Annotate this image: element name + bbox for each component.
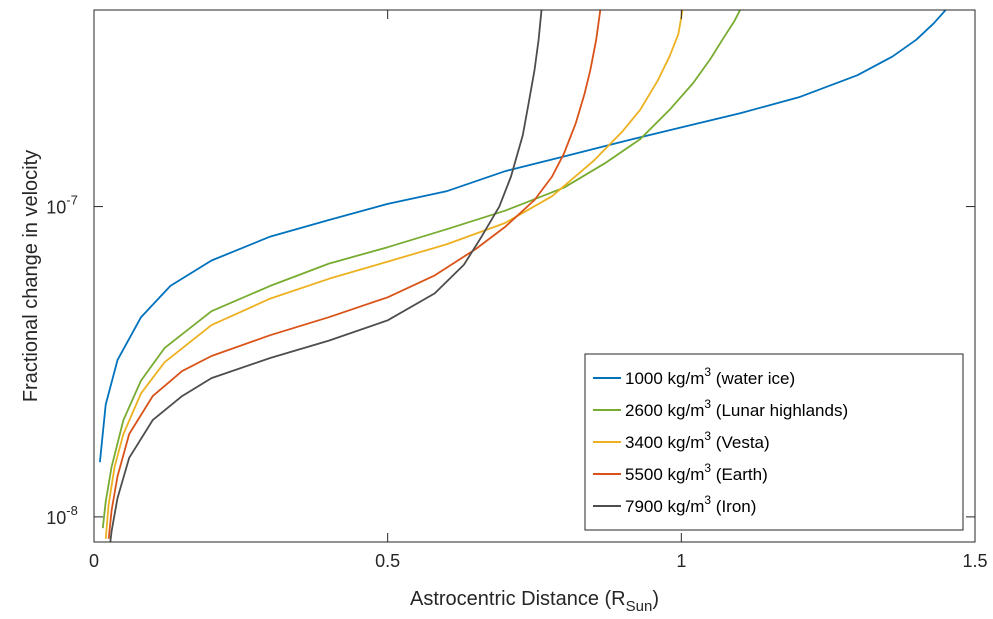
legend-entry-4: 7900 kg/m3 (Iron) [625,493,756,516]
labels-layer: 0 0.5 1 1.5 10-8 10-7 Astrocentric Distance (R… [20,150,988,615]
y-axis-label: Fractional change in velocity [20,150,42,402]
x-tick-label: 0.5 [375,551,400,571]
legend-entry-1: 2600 kg/m3 (Lunar highlands) [625,397,848,420]
y-tick-label: 10-7 [46,193,78,218]
y-tick-label: 10-8 [46,503,78,528]
legend-box [584,353,964,531]
series-line-0 [99,10,947,463]
x-tick-label: 0 [89,551,99,571]
legend-entry-3: 5500 kg/m3 (Earth) [625,461,768,484]
x-axis-label: Astrocentric Distance (RSun) [410,588,659,615]
series-line-3 [107,10,602,539]
series-line-2 [104,10,684,539]
x-tick-label: 1 [676,551,686,571]
plot-frame [93,9,976,543]
legend-entry-0: 1000 kg/m3 (water ice) [625,365,795,388]
legend: 1000 kg/m3 (water ice) 2600 kg/m3 (Lunar … [584,353,964,531]
series-layer [99,10,947,542]
series-line-1 [101,10,741,529]
legend-entry-2: 3400 kg/m3 (Vesta) [625,429,770,452]
ticks-layer [93,10,976,542]
x-tick-label: 1.5 [962,551,987,571]
series-line-4 [109,10,543,542]
